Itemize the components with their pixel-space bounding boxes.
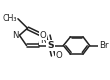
Text: CH₃: CH₃ [3, 14, 17, 23]
Text: O: O [39, 31, 46, 40]
Text: N: N [40, 36, 46, 45]
Text: O: O [55, 51, 62, 60]
Text: Br: Br [99, 41, 108, 50]
Text: S: S [47, 41, 54, 50]
Text: N: N [12, 31, 18, 40]
